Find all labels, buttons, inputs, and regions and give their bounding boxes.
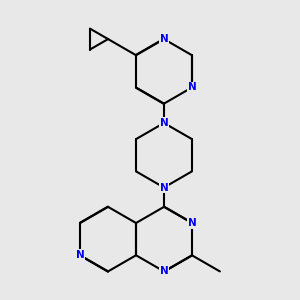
Text: N: N: [160, 118, 168, 128]
Text: N: N: [188, 218, 196, 228]
Text: N: N: [76, 250, 85, 260]
Text: N: N: [160, 34, 168, 44]
Text: N: N: [160, 182, 168, 193]
Text: N: N: [160, 266, 168, 276]
Text: N: N: [188, 82, 196, 92]
